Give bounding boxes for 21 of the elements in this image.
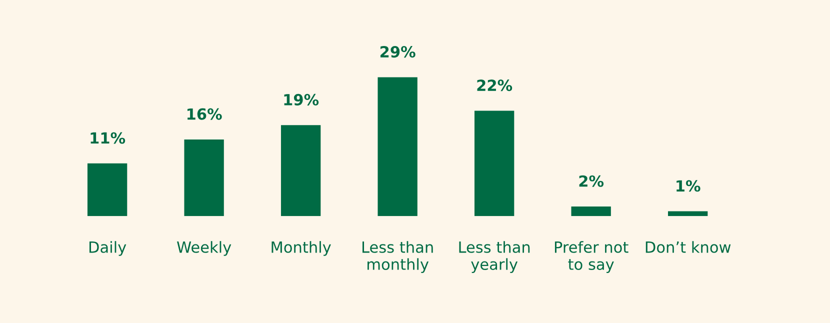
data-label: 1%: [676, 180, 700, 192]
bar: [87, 163, 128, 216]
bar: [280, 125, 321, 216]
bar: [474, 110, 514, 216]
data-label: 19%: [284, 94, 319, 106]
x-tick-label: Less than monthly: [362, 241, 433, 273]
bar: [378, 77, 418, 216]
bar: [571, 206, 611, 216]
data-label: 11%: [90, 132, 126, 144]
data-label: 2%: [579, 175, 604, 187]
x-tick-label: Weekly: [177, 241, 232, 256]
x-tick-label: Less than yearly: [459, 241, 530, 273]
data-label: 22%: [477, 80, 512, 92]
bar: [184, 139, 224, 216]
x-tick-label: Monthly: [272, 241, 331, 256]
data-label: 16%: [188, 108, 222, 120]
x-tick-label: Prefer not to say: [554, 241, 628, 273]
data-label: 29%: [380, 46, 416, 58]
x-tick-label: Daily: [89, 241, 126, 256]
bar: [668, 211, 708, 216]
x-tick-label: Don’t know: [646, 241, 731, 253]
